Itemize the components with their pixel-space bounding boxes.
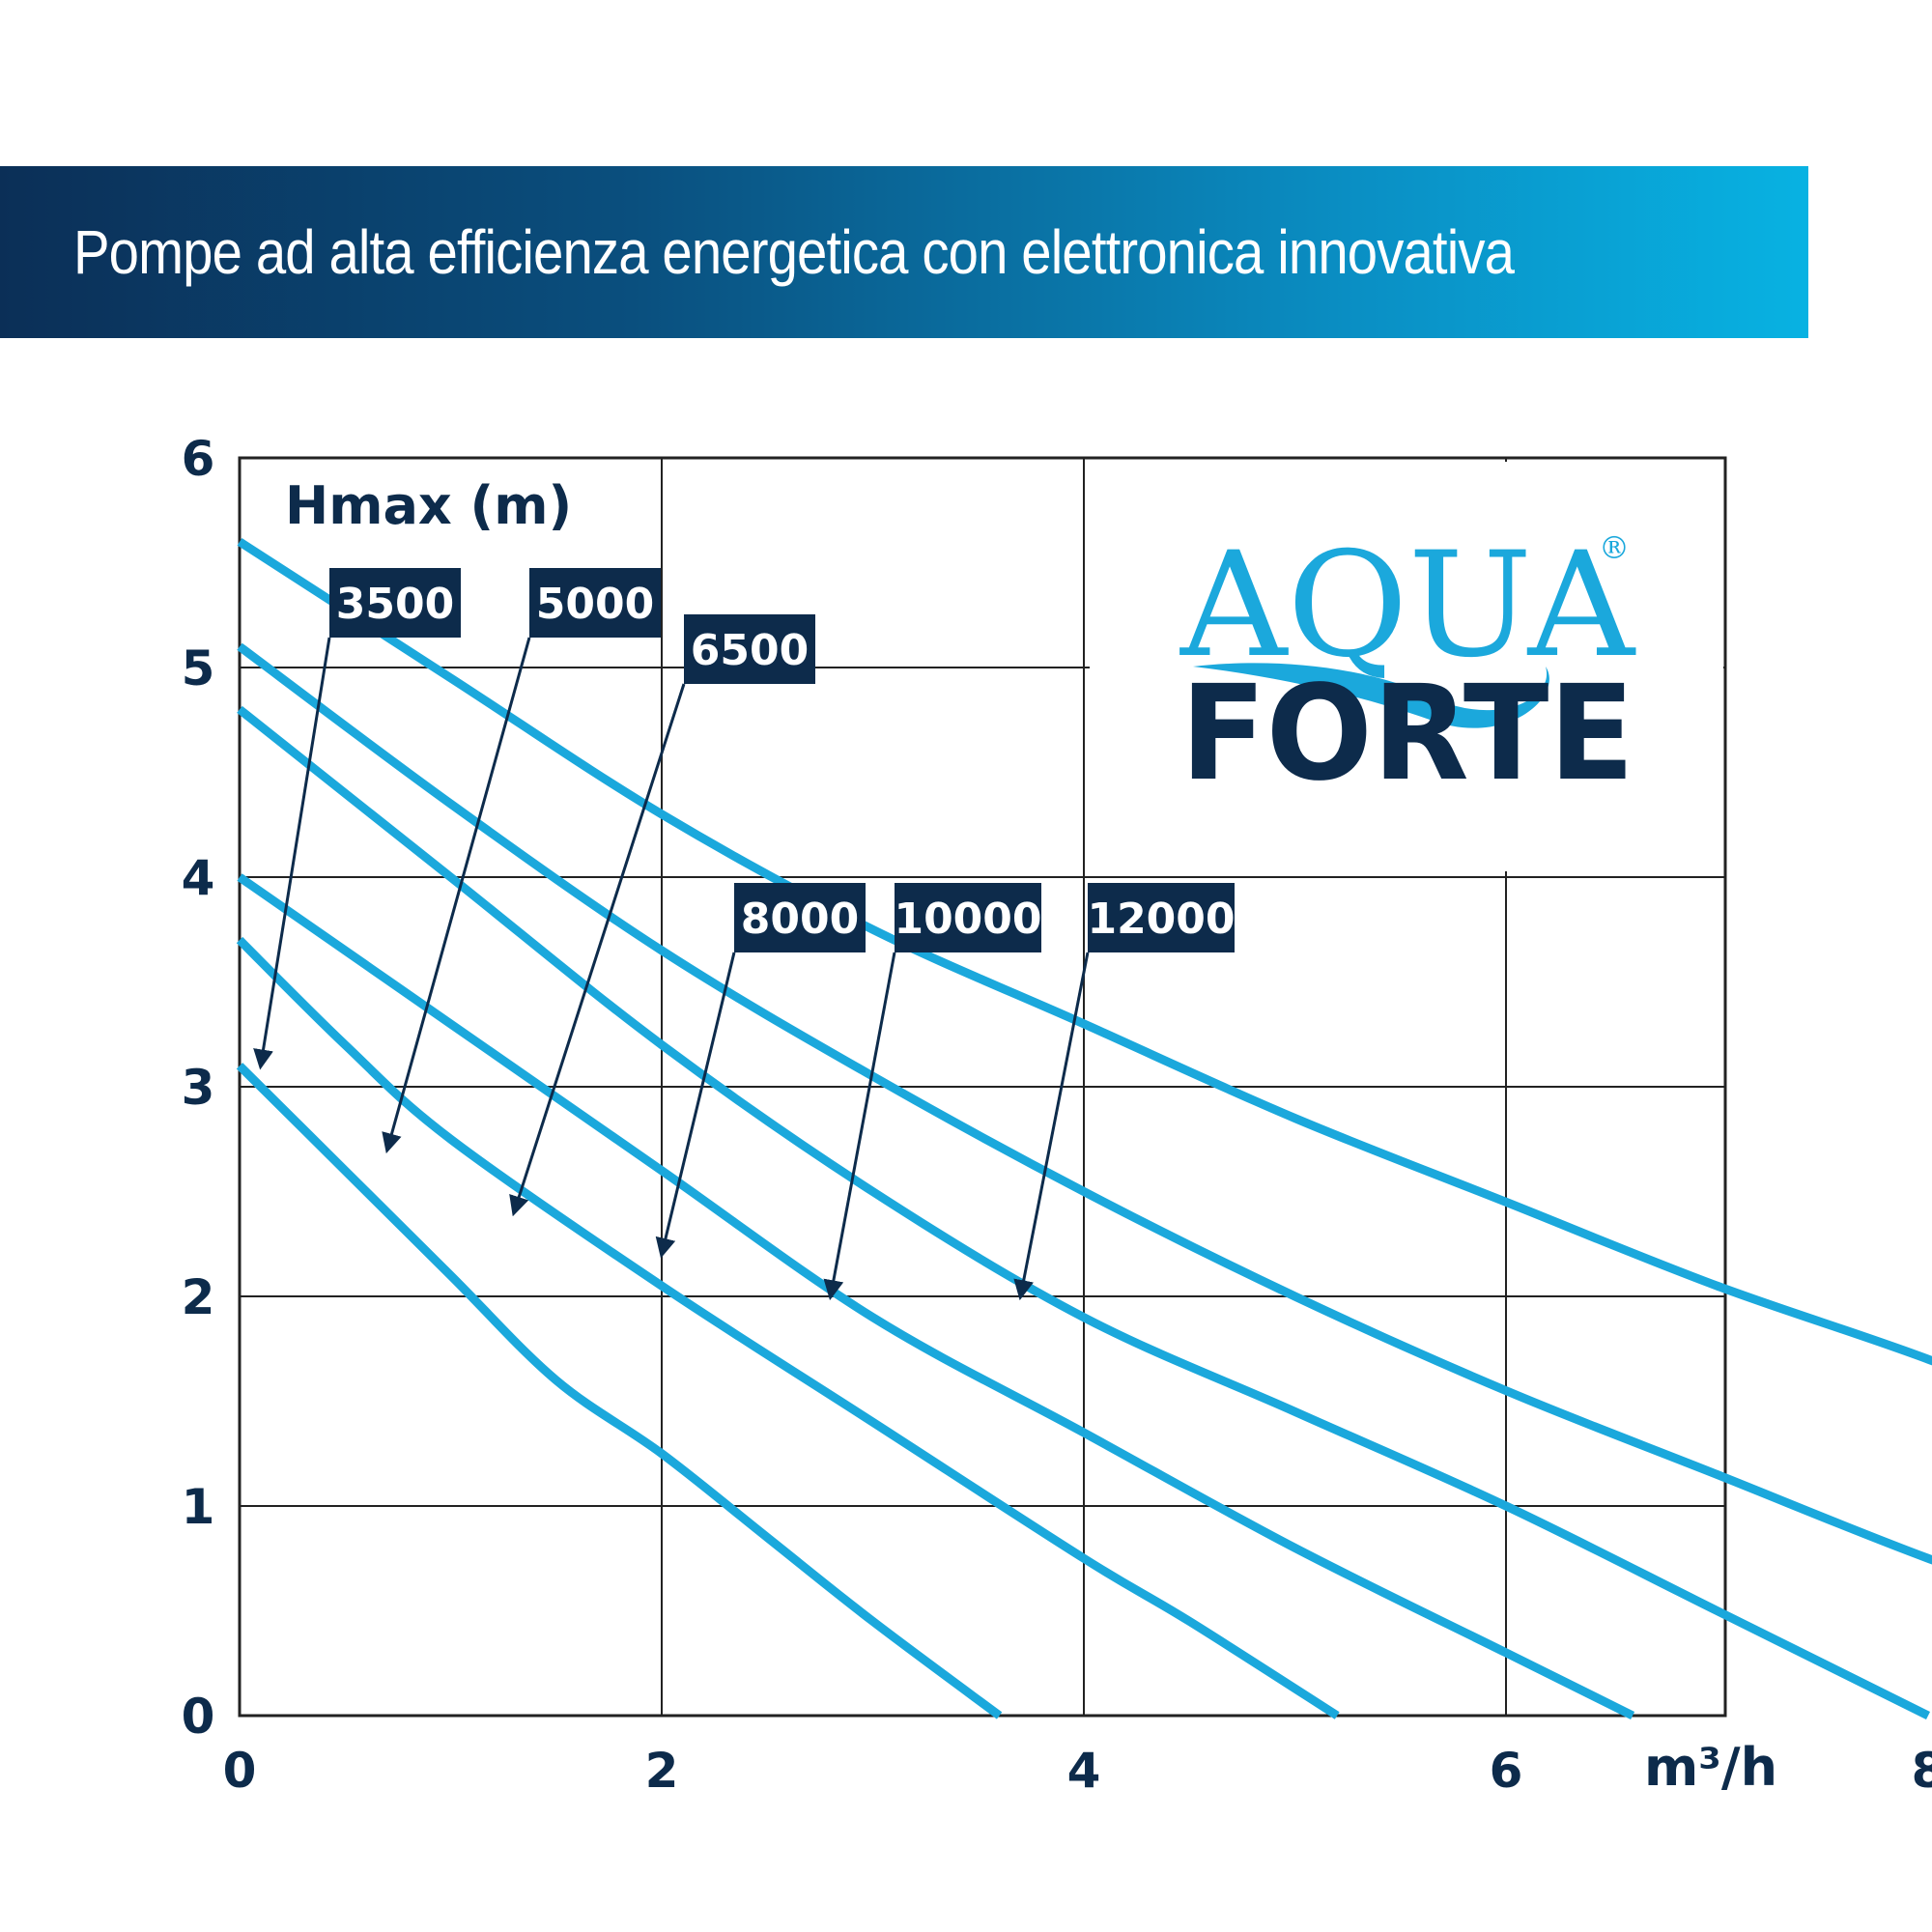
label-text-8000: 8000	[741, 895, 859, 944]
curves	[236, 538, 1932, 1720]
label-text-5000: 5000	[536, 580, 654, 629]
curve-12000	[237, 538, 1932, 1366]
label-arrow-8000	[655, 952, 736, 1259]
x-tick-label: 8	[1912, 1743, 1932, 1799]
x-tick-label: 4	[1067, 1743, 1101, 1799]
label-box-12000	[1088, 883, 1235, 952]
label-arrow-3500	[253, 637, 331, 1070]
label-arrows	[253, 637, 1090, 1301]
label-box-3500	[329, 568, 461, 638]
y-tick-label: 0	[182, 1689, 215, 1745]
curve-3500	[236, 1063, 1003, 1719]
y-tick-label: 6	[182, 431, 215, 487]
label-text-10000: 10000	[894, 895, 1041, 944]
title-banner: Pompe ad alta efficienza energetica con …	[0, 166, 1808, 338]
curve-5000	[236, 936, 1340, 1719]
curve-10000	[237, 642, 1932, 1565]
y-tick-label: 1	[182, 1479, 215, 1535]
curve-8000	[237, 705, 1931, 1720]
label-box-10000	[895, 883, 1041, 952]
curve-6500	[237, 873, 1635, 1720]
y-tick-label: 5	[182, 640, 215, 696]
model-labels: 3500 5000 6500 8000 10000 12000	[329, 568, 1236, 952]
y-axis-label: Hmax (m)	[285, 475, 572, 536]
label-arrow-5000	[382, 637, 531, 1154]
x-tick-label: 2	[645, 1743, 679, 1799]
aquaforte-logo: AQUA ® FORTE	[1179, 522, 1636, 810]
banner-title: Pompe ad alta efficienza energetica con …	[73, 217, 1515, 287]
label-text-3500: 3500	[336, 580, 454, 629]
tick-labels: 0246810120123456	[182, 431, 1932, 1799]
label-arrow-6500	[509, 683, 686, 1217]
y-tick-label: 2	[182, 1269, 215, 1325]
label-box-6500	[684, 614, 815, 684]
y-tick-label: 4	[182, 850, 215, 906]
label-text-12000: 12000	[1087, 895, 1235, 944]
logo-wave	[1193, 663, 1549, 728]
logo-reg-mark: ®	[1599, 529, 1630, 566]
x-axis-label: m³/h	[1644, 1737, 1777, 1798]
x-tick-label: 6	[1490, 1743, 1523, 1799]
x-tick-label: 0	[223, 1743, 257, 1799]
label-box-8000	[734, 883, 866, 952]
y-tick-label: 3	[182, 1060, 215, 1116]
logo-aqua-text: AQUA	[1179, 522, 1636, 690]
label-arrow-10000	[823, 952, 896, 1301]
logo-forte-text: FORTE	[1180, 658, 1634, 810]
label-box-5000	[529, 568, 661, 638]
label-arrow-12000	[1013, 952, 1090, 1301]
label-text-6500: 6500	[691, 626, 809, 675]
